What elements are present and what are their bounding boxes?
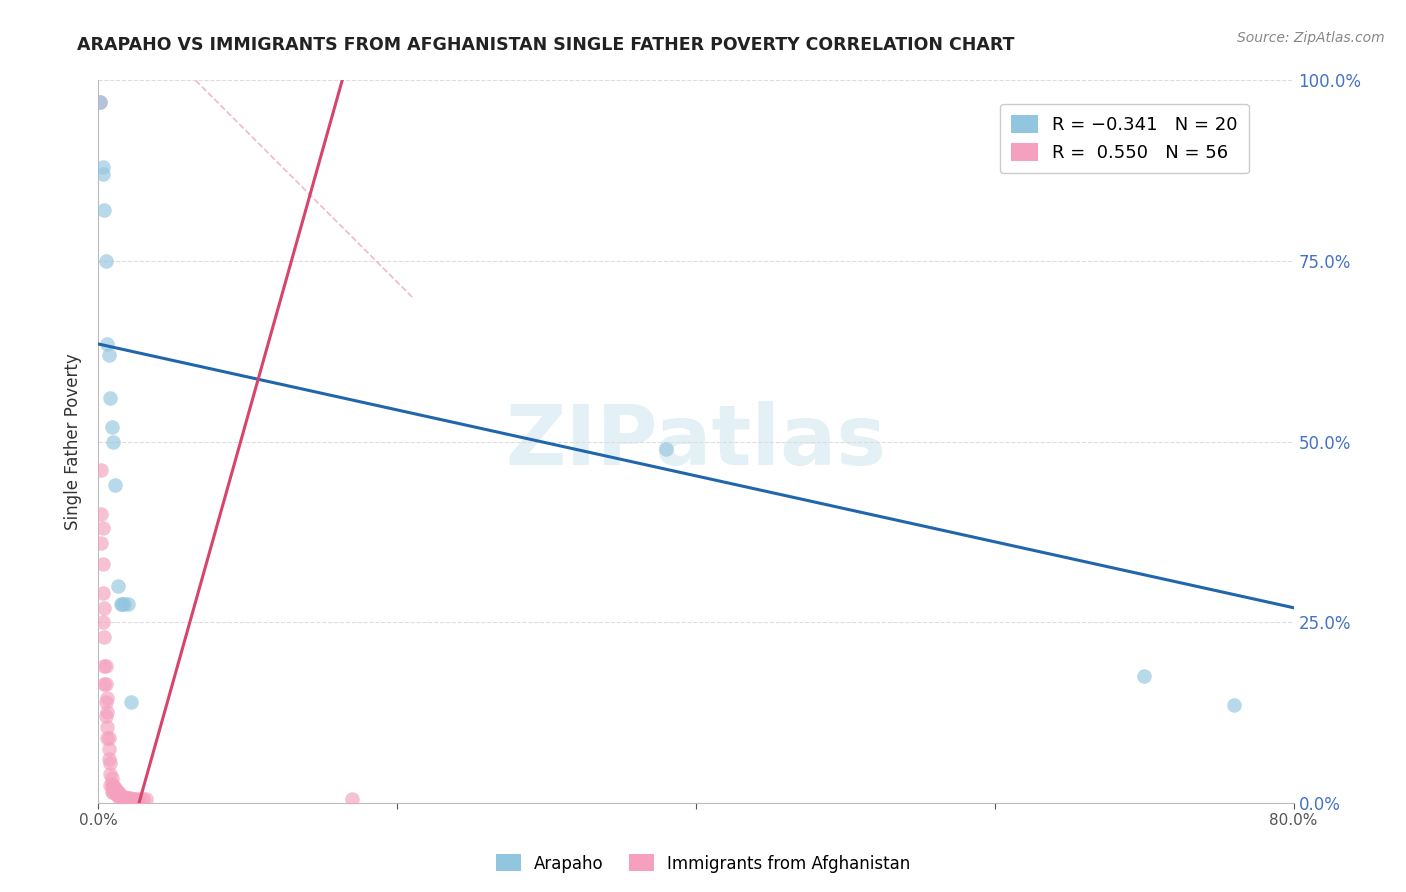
Point bbox=[93, 203, 115, 218]
Point bbox=[94, 253, 117, 268]
Point bbox=[89, 95, 111, 109]
Point bbox=[117, 791, 139, 805]
Point bbox=[125, 792, 148, 806]
Point bbox=[1133, 669, 1156, 683]
Point bbox=[103, 785, 125, 799]
Point bbox=[91, 167, 114, 181]
Point bbox=[104, 785, 127, 799]
Point bbox=[91, 615, 114, 630]
Point bbox=[128, 792, 150, 806]
Legend: R = −0.341   N = 20, R =  0.550   N = 56: R = −0.341 N = 20, R = 0.550 N = 56 bbox=[1000, 103, 1249, 173]
Y-axis label: Single Father Poverty: Single Father Poverty bbox=[65, 353, 83, 530]
Point bbox=[655, 442, 678, 456]
Point bbox=[98, 756, 122, 770]
Point bbox=[96, 337, 118, 351]
Point bbox=[90, 463, 112, 477]
Legend: Arapaho, Immigrants from Afghanistan: Arapaho, Immigrants from Afghanistan bbox=[489, 847, 917, 880]
Point bbox=[115, 790, 138, 805]
Point bbox=[111, 789, 134, 803]
Point bbox=[90, 535, 112, 549]
Point bbox=[117, 597, 139, 611]
Point bbox=[94, 676, 117, 690]
Point bbox=[91, 521, 114, 535]
Point bbox=[124, 792, 146, 806]
Text: ZIPatlas: ZIPatlas bbox=[506, 401, 886, 482]
Point bbox=[96, 731, 118, 745]
Point bbox=[107, 579, 129, 593]
Point bbox=[111, 790, 134, 805]
Point bbox=[89, 95, 111, 109]
Point bbox=[97, 752, 120, 766]
Point bbox=[103, 778, 125, 792]
Point bbox=[107, 789, 129, 803]
Point bbox=[107, 785, 129, 799]
Point bbox=[103, 781, 125, 796]
Point bbox=[110, 597, 132, 611]
Point bbox=[91, 586, 114, 600]
Point bbox=[98, 767, 122, 781]
Point bbox=[105, 782, 128, 797]
Point bbox=[111, 597, 134, 611]
Point bbox=[98, 391, 122, 405]
Point bbox=[112, 597, 135, 611]
Text: Source: ZipAtlas.com: Source: ZipAtlas.com bbox=[1237, 31, 1385, 45]
Point bbox=[97, 348, 120, 362]
Point bbox=[94, 709, 117, 723]
Point bbox=[110, 789, 132, 803]
Point bbox=[94, 658, 117, 673]
Point bbox=[101, 420, 124, 434]
Point bbox=[93, 630, 115, 644]
Point bbox=[98, 778, 122, 792]
Point bbox=[96, 720, 118, 734]
Point bbox=[118, 791, 141, 805]
Point bbox=[93, 676, 115, 690]
Point bbox=[120, 792, 142, 806]
Point bbox=[96, 706, 118, 720]
Point bbox=[342, 792, 364, 806]
Point bbox=[108, 790, 131, 805]
Point bbox=[135, 792, 157, 806]
Point bbox=[101, 785, 124, 799]
Point bbox=[1223, 698, 1246, 713]
Point bbox=[93, 658, 115, 673]
Point bbox=[104, 478, 127, 492]
Point bbox=[112, 790, 135, 805]
Point bbox=[120, 695, 142, 709]
Point bbox=[132, 792, 155, 806]
Point bbox=[97, 731, 120, 745]
Point bbox=[114, 790, 136, 805]
Text: ARAPAHO VS IMMIGRANTS FROM AFGHANISTAN SINGLE FATHER POVERTY CORRELATION CHART: ARAPAHO VS IMMIGRANTS FROM AFGHANISTAN S… bbox=[77, 36, 1015, 54]
Point bbox=[93, 600, 115, 615]
Point bbox=[96, 691, 118, 706]
Point bbox=[104, 781, 127, 796]
Point bbox=[101, 771, 124, 785]
Point bbox=[103, 434, 125, 449]
Point bbox=[91, 558, 114, 572]
Point bbox=[90, 507, 112, 521]
Point bbox=[97, 741, 120, 756]
Point bbox=[91, 160, 114, 174]
Point bbox=[101, 778, 124, 792]
Point bbox=[94, 695, 117, 709]
Point bbox=[105, 787, 128, 801]
Point bbox=[108, 786, 131, 800]
Point bbox=[121, 792, 143, 806]
